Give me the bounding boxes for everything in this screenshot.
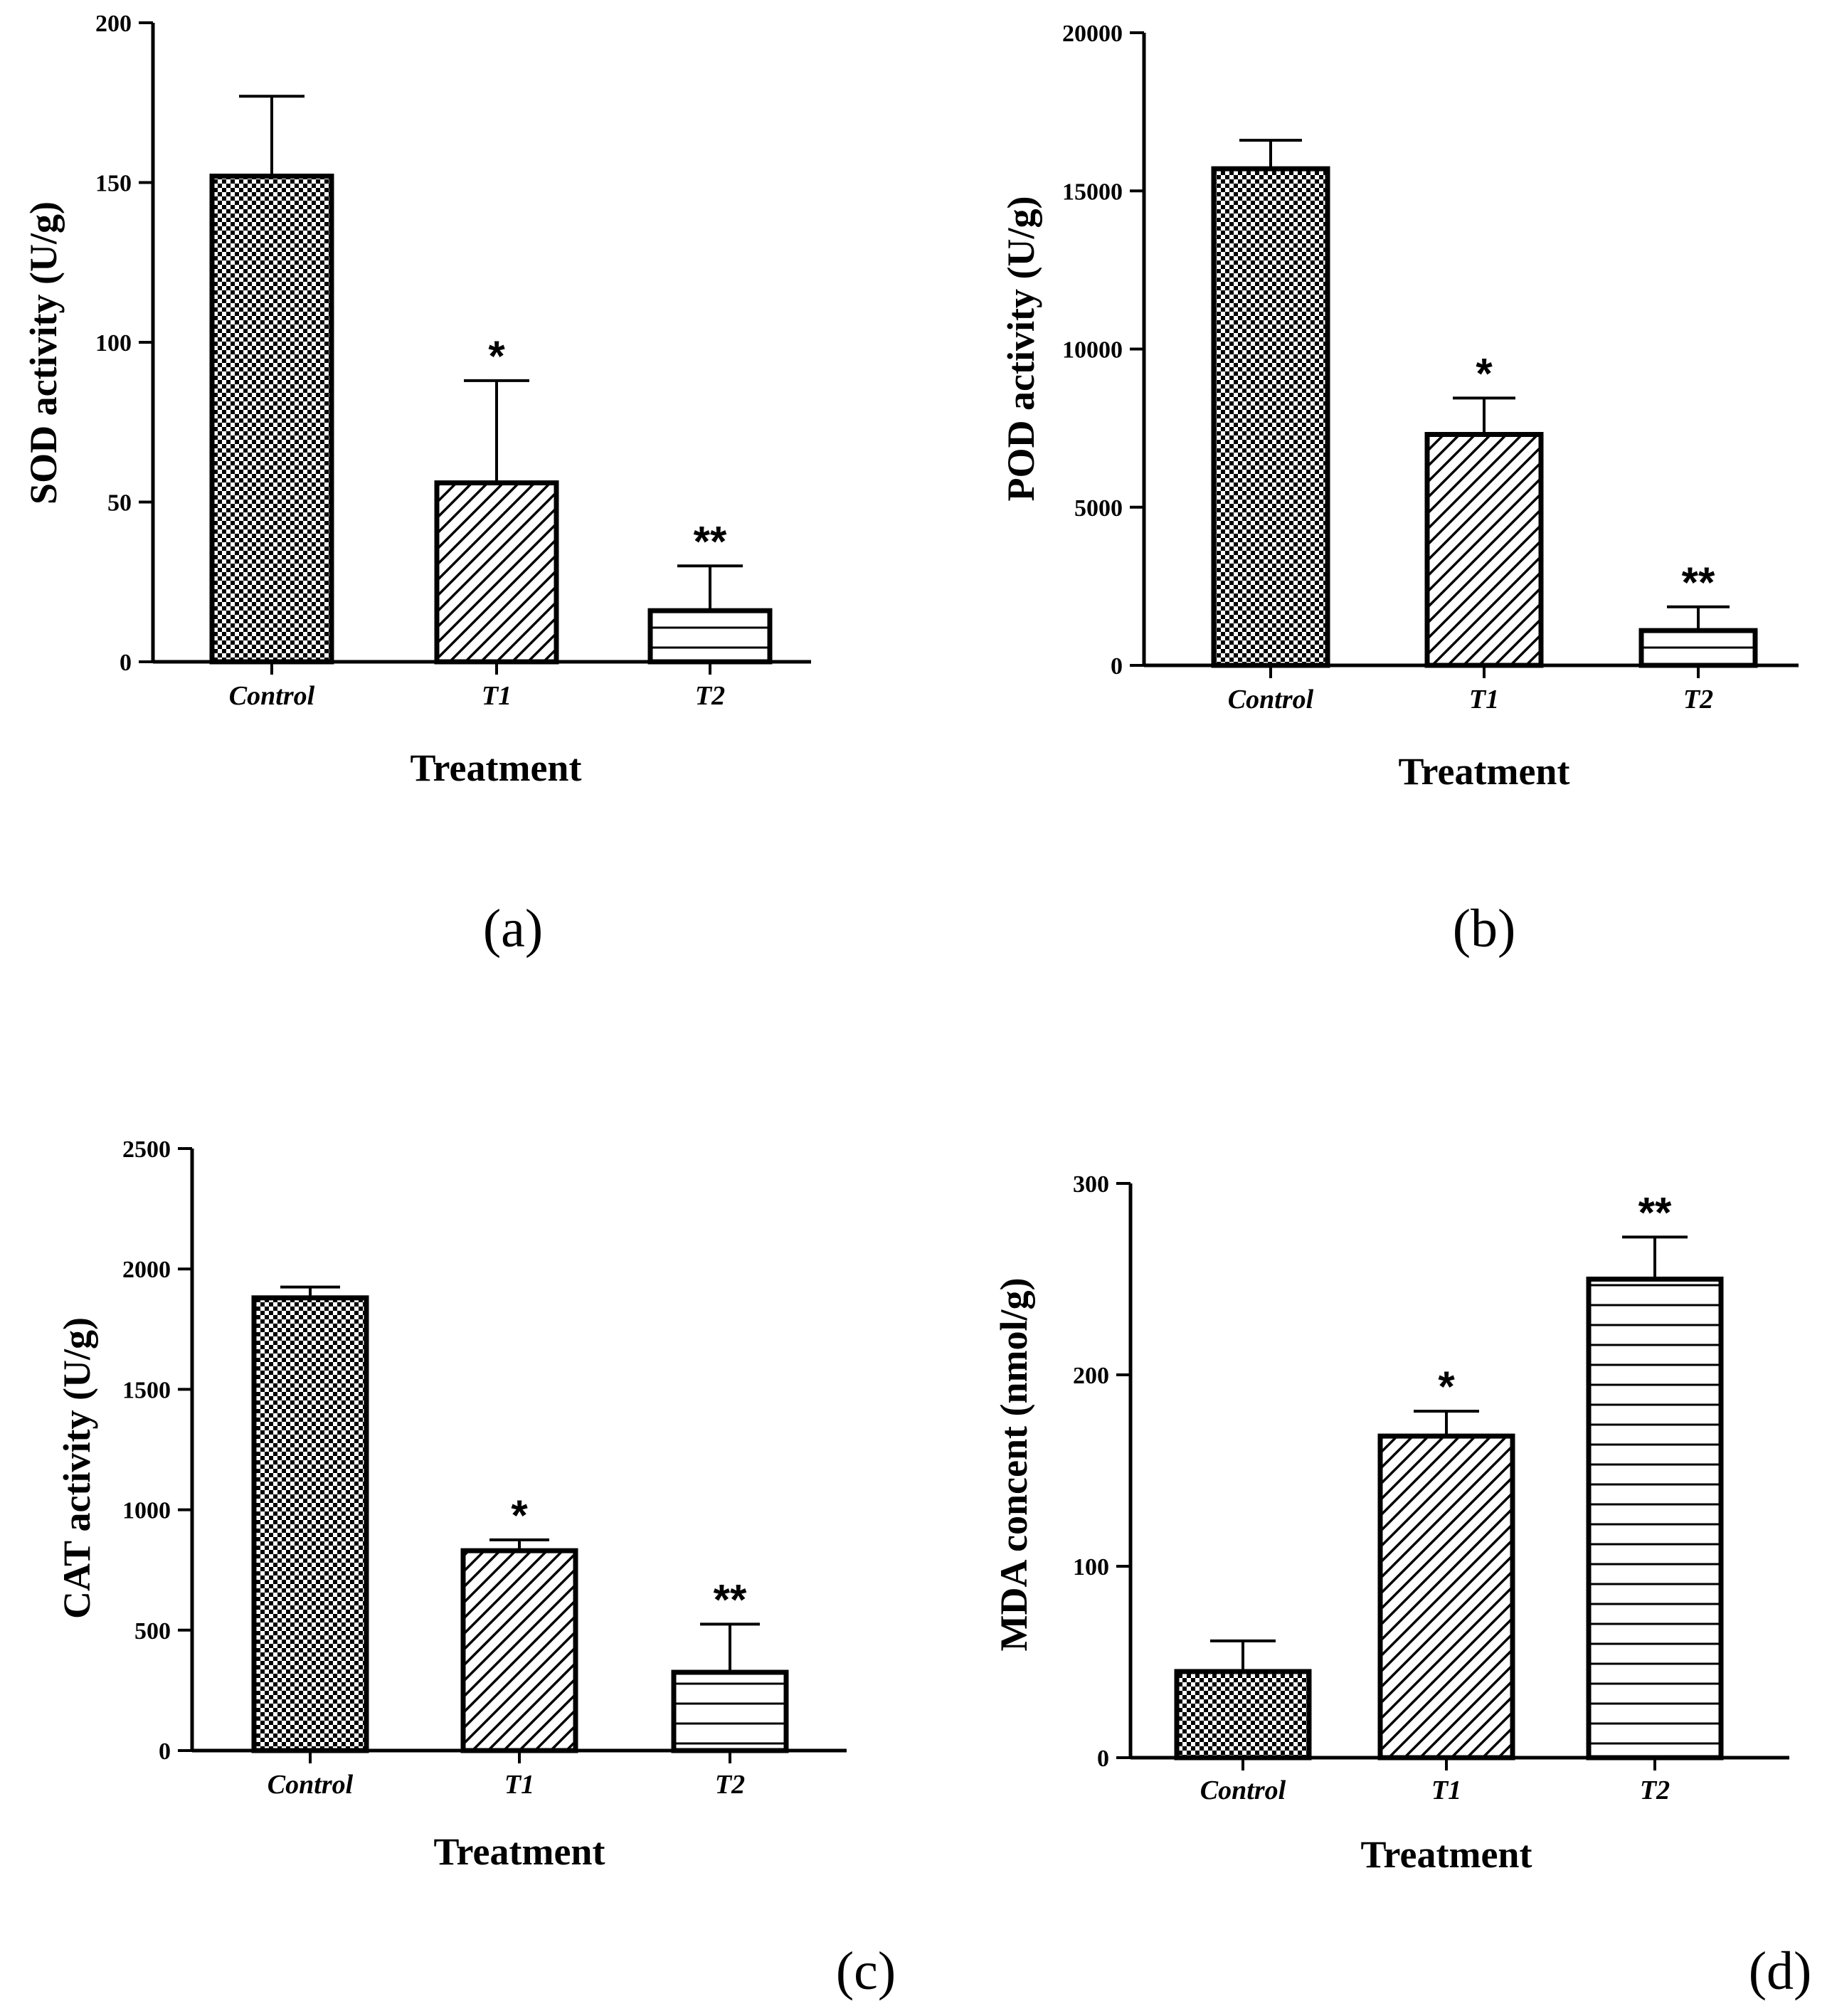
panel-a-x-axis-title: Treatment — [411, 746, 582, 789]
panel-a-marks: 0 50 100 150 200 Control T1 * T2 ** — [95, 11, 811, 711]
panel-a-significance-label: ** — [694, 517, 727, 565]
panel-c-x-axis-title: Treatment — [434, 1830, 605, 1873]
panel-c-label: (c) — [836, 1941, 896, 2001]
panel-b-y-axis-title: POD activity (U/g) — [1000, 196, 1042, 502]
panel-c-y-tick-label: 2000 — [122, 1257, 171, 1283]
panel-c-y-tick-label: 2500 — [122, 1136, 171, 1163]
panel-b: 0 5000 10000 15000 20000 Control T1 * T2 ** Treat… — [1000, 21, 1799, 959]
panel-a-y-tick-label: 0 — [120, 650, 132, 676]
panel-b-bar-control — [1211, 166, 1330, 668]
panel-c-x-tick-label: T2 — [715, 1770, 745, 1800]
panel-d-bar-t2 — [1586, 1277, 1724, 1761]
panel-a-bar-t1 — [434, 480, 559, 665]
panel-a-bar-control — [209, 174, 334, 665]
panel-d-marks: 0 100 200 300 Control T1 * T2 ** — [1073, 1171, 1789, 1805]
panel-b-significance-label: ** — [1682, 559, 1715, 606]
panel-a-y-tick-label: 200 — [95, 11, 132, 37]
panel-a-significance-label: * — [488, 332, 505, 380]
panel-c: 0 500 1000 1500 2000 2500 Control T1 * T2 ** Treat… — [55, 1136, 896, 2001]
panel-b-bar-t2 — [1638, 628, 1758, 668]
panel-a-y-axis-title: SOD activity (U/g) — [22, 201, 65, 505]
panel-b-label: (b) — [1453, 899, 1516, 959]
panel-a-y-tick-label: 50 — [107, 490, 132, 517]
panel-b-y-tick-label: 0 — [1111, 653, 1123, 680]
panel-c-y-tick-label: 500 — [134, 1618, 171, 1645]
panel-b-y-tick-label: 15000 — [1062, 179, 1123, 205]
panel-d-x-axis-title: Treatment — [1361, 1833, 1532, 1876]
panel-b-bar-t1 — [1424, 432, 1544, 668]
panel-b-y-tick-label: 5000 — [1074, 495, 1123, 522]
panel-c-y-axis-title: CAT activity (U/g) — [55, 1317, 98, 1619]
panel-a-x-tick-label: T2 — [695, 681, 725, 711]
panel-b-x-tick-label: T1 — [1469, 685, 1499, 714]
panel-b-marks: 0 5000 10000 15000 20000 Control T1 * T2 ** — [1062, 21, 1799, 714]
panel-b-y-tick-label: 20000 — [1062, 21, 1123, 47]
panel-a-x-tick-label: T1 — [482, 681, 512, 711]
panel-c-bar-control — [251, 1295, 369, 1753]
panel-b-x-tick-label: Control — [1228, 685, 1314, 714]
panel-a-label: (a) — [483, 899, 543, 959]
panel-d-significance-label: ** — [1638, 1188, 1672, 1236]
panel-c-marks: 0 500 1000 1500 2000 2500 Control T1 * T2 ** — [122, 1136, 847, 1800]
panel-d-y-tick-label: 200 — [1073, 1363, 1109, 1389]
panel-a-y-tick-label: 150 — [95, 171, 132, 197]
panel-d-y-axis-title: MDA concent (nmol/g) — [992, 1278, 1035, 1652]
panel-d-x-tick-label: T1 — [1431, 1775, 1461, 1805]
panel-b-significance-label: * — [1476, 349, 1493, 397]
panel-d-y-tick-label: 300 — [1073, 1171, 1109, 1198]
panel-a: 0 50 100 150 200 Control T1 * T2 ** Treatment SOD… — [22, 11, 811, 959]
panel-d: 0 100 200 300 Control T1 * T2 ** Treatment MDA c… — [992, 1171, 1811, 2001]
panel-b-y-tick-label: 10000 — [1062, 337, 1123, 364]
panel-d-x-tick-label: Control — [1200, 1775, 1286, 1805]
panel-d-significance-label: * — [1438, 1363, 1455, 1410]
panel-c-y-tick-label: 1500 — [122, 1377, 171, 1403]
panel-b-x-tick-label: T2 — [1683, 685, 1713, 714]
panel-b-x-axis-title: Treatment — [1399, 750, 1570, 793]
panel-d-bar-t1 — [1377, 1433, 1515, 1761]
panel-c-significance-label: ** — [714, 1576, 747, 1623]
panel-a-bar-t2 — [647, 608, 773, 665]
panel-c-x-tick-label: Control — [268, 1770, 354, 1800]
panel-d-y-tick-label: 100 — [1073, 1554, 1109, 1580]
panel-c-bar-t1 — [460, 1548, 578, 1753]
panel-c-y-tick-label: 1000 — [122, 1498, 171, 1524]
panel-c-bar-t2 — [671, 1669, 789, 1753]
panel-d-x-tick-label: T2 — [1640, 1775, 1670, 1805]
panel-d-bar-control — [1174, 1669, 1312, 1761]
panel-a-x-tick-label: Control — [229, 681, 315, 711]
panel-c-x-tick-label: T1 — [504, 1770, 534, 1800]
panel-d-y-tick-label: 0 — [1097, 1746, 1109, 1772]
panel-c-significance-label: * — [511, 1492, 528, 1539]
panel-a-y-tick-label: 100 — [95, 330, 132, 357]
panel-c-y-tick-label: 0 — [159, 1738, 171, 1765]
panel-d-label: (d) — [1749, 1941, 1812, 2001]
